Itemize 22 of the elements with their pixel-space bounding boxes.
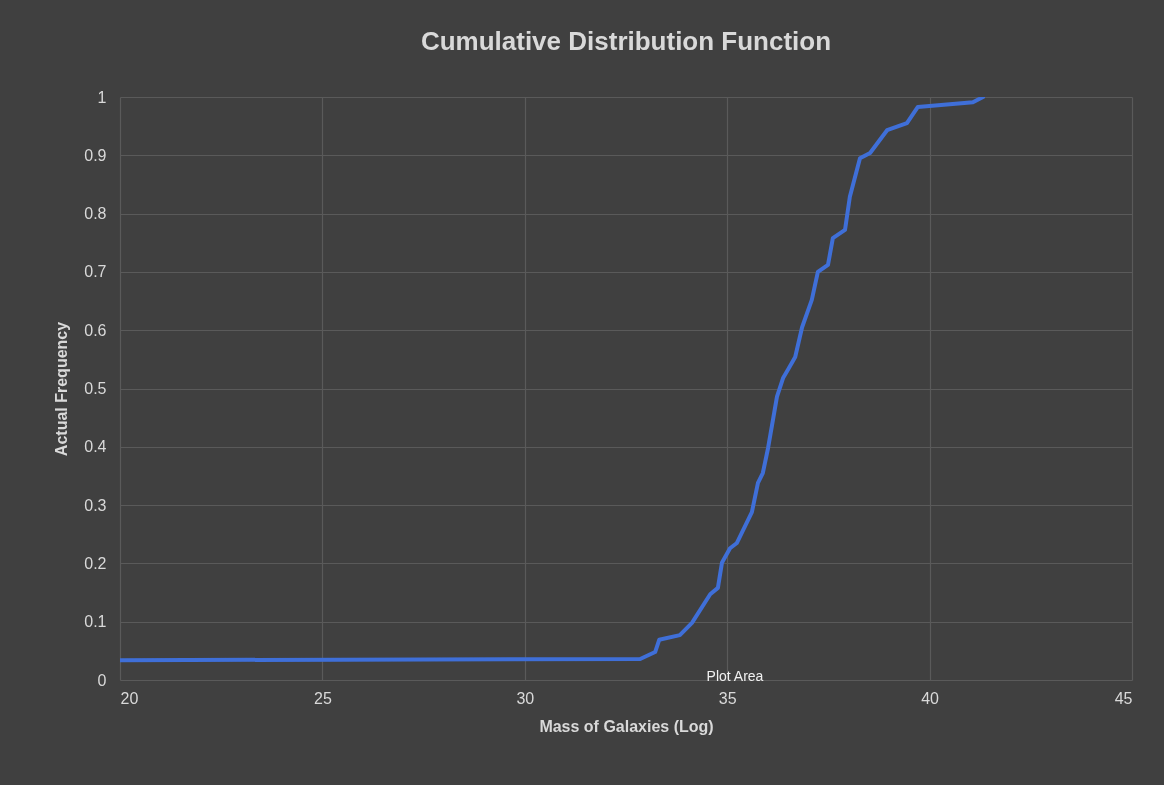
annotation: Plot Area — [706, 668, 764, 684]
x-tick-label: 35 — [718, 689, 737, 707]
x-tick-label: 20 — [120, 689, 139, 707]
y-axis-title: Actual Frequency — [53, 321, 71, 457]
y-tick-label: 0.3 — [84, 496, 107, 514]
y-tick-label: 0.6 — [84, 321, 107, 339]
y-tick-label: 0.7 — [84, 263, 107, 281]
y-tick-label: 0.4 — [84, 438, 107, 456]
x-tick-label: 40 — [921, 689, 940, 707]
x-axis-title: Mass of Galaxies (Log) — [539, 717, 714, 735]
y-tick-label: 0.5 — [84, 380, 107, 397]
y-tick-label: 0.1 — [84, 613, 107, 631]
x-tick-label: 25 — [314, 689, 332, 707]
x-tick-label: 30 — [516, 689, 535, 707]
y-tick-label: 1 — [97, 88, 107, 106]
y-tick-label: 0.8 — [84, 205, 107, 223]
y-tick-label: 0.9 — [84, 146, 107, 164]
chart-title: Cumulative Distribution Function — [420, 26, 832, 56]
y-tick-label: 0.2 — [84, 554, 107, 572]
y-tick-label: 0 — [97, 671, 107, 689]
x-tick-label: 45 — [1114, 689, 1133, 707]
line-series — [120, 97, 986, 663]
